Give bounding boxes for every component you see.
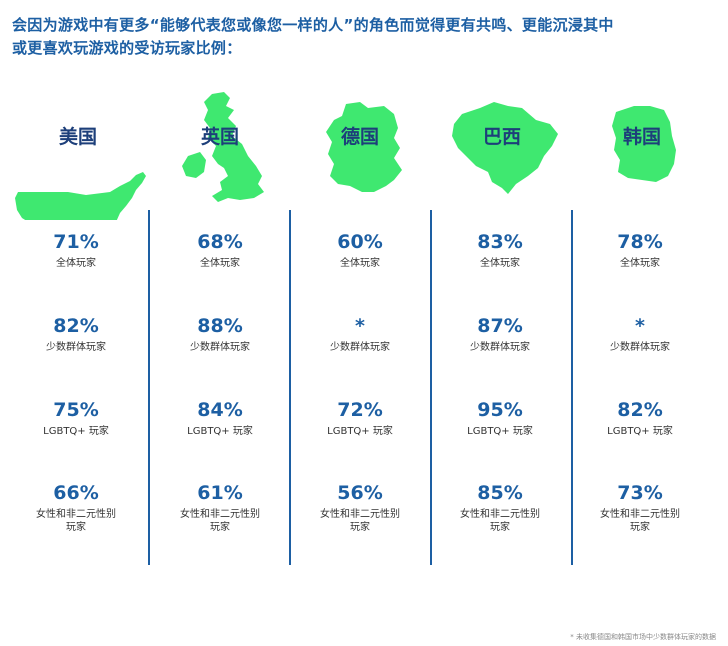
row-label: LGBTQ+ 玩家 (607, 426, 673, 437)
country-label-usa: 美国 (58, 126, 97, 148)
row-label: 少数群体玩家 (46, 342, 106, 353)
data-value: 60% (337, 231, 383, 253)
chart-title: 会因为游戏中有更多“能够代表您或像您一样的人”的角色而觉得更有共鸣、更能沉浸其中… (12, 14, 712, 60)
data-cell: * 少数群体玩家 (570, 314, 710, 354)
row-label: 全体玩家 (620, 258, 660, 269)
brazil-map-icon (452, 102, 558, 194)
data-cell: 87% 少数群体玩家 (430, 314, 570, 354)
row-label: 女性和非二元性别玩家 (460, 509, 540, 533)
row-label: 全体玩家 (480, 258, 520, 269)
data-value: 87% (477, 315, 523, 337)
data-value: 83% (477, 231, 523, 253)
data-value: 85% (477, 482, 523, 504)
row-label: 全体玩家 (200, 258, 240, 269)
data-value: 61% (197, 482, 243, 504)
row-label: 女性和非二元性别玩家 (320, 509, 400, 533)
data-value: 71% (53, 231, 99, 253)
country-label-uk: 英国 (200, 126, 239, 148)
data-value: 88% (197, 315, 243, 337)
data-cell: 84% LGBTQ+ 玩家 (150, 398, 290, 438)
data-value: * (635, 315, 645, 337)
data-cell: 82% LGBTQ+ 玩家 (570, 398, 710, 438)
data-cell: 85% 女性和非二元性别玩家 (430, 481, 570, 534)
row-label: 女性和非二元性别玩家 (600, 509, 680, 533)
column-divider (430, 210, 432, 565)
data-cell: 61% 女性和非二元性别玩家 (150, 481, 290, 534)
country-label-germany: 德国 (340, 126, 379, 148)
usa-map-shape (15, 172, 146, 220)
ireland-map-shape (182, 152, 206, 178)
row-label: 少数群体玩家 (330, 342, 390, 353)
data-value: 82% (617, 399, 663, 421)
country-korea: 韩国 (572, 80, 712, 220)
country-uk: 英国 (150, 80, 290, 220)
row-label: LGBTQ+ 玩家 (187, 426, 253, 437)
footnote: * 未收集德国和韩国市场中少数群体玩家的数据 (570, 633, 716, 641)
row-label: 少数群体玩家 (470, 342, 530, 353)
country-usa: 美国 (8, 80, 148, 220)
data-cell: 83% 全体玩家 (430, 230, 570, 270)
data-value: 72% (337, 399, 383, 421)
row-label: 全体玩家 (340, 258, 380, 269)
data-value: 84% (197, 399, 243, 421)
uk-map-icon (182, 92, 264, 202)
row-label: LGBTQ+ 玩家 (43, 426, 109, 437)
germany-map-icon (326, 102, 402, 192)
data-value: 82% (53, 315, 99, 337)
data-value: 73% (617, 482, 663, 504)
brazil-map-shape (452, 102, 558, 194)
germany-map-shape (326, 102, 402, 192)
data-value: * (355, 315, 365, 337)
country-brazil: 巴西 (432, 80, 572, 220)
data-cell: 82% 少数群体玩家 (6, 314, 146, 354)
country-label-korea: 韩国 (622, 126, 661, 148)
title-line-2: 或更喜欢玩游戏的受访玩家比例： (12, 39, 242, 57)
data-cell: 78% 全体玩家 (570, 230, 710, 270)
column-divider (571, 210, 573, 565)
data-value: 66% (53, 482, 99, 504)
data-cell: 68% 全体玩家 (150, 230, 290, 270)
data-cell: 73% 女性和非二元性别玩家 (570, 481, 710, 534)
row-label: 女性和非二元性别玩家 (36, 509, 116, 533)
data-cell: 71% 全体玩家 (6, 230, 146, 270)
data-cell: * 少数群体玩家 (290, 314, 430, 354)
usa-map-icon (15, 172, 146, 220)
data-value: 78% (617, 231, 663, 253)
row-label: LGBTQ+ 玩家 (467, 426, 533, 437)
korea-map-shape (612, 106, 676, 182)
data-cell: 75% LGBTQ+ 玩家 (6, 398, 146, 438)
column-divider (289, 210, 291, 565)
data-value: 95% (477, 399, 523, 421)
row-label: LGBTQ+ 玩家 (327, 426, 393, 437)
row-label: 少数群体玩家 (610, 342, 670, 353)
data-cell: 95% LGBTQ+ 玩家 (430, 398, 570, 438)
country-label-brazil: 巴西 (482, 126, 521, 148)
data-cell: 88% 少数群体玩家 (150, 314, 290, 354)
row-label: 少数群体玩家 (190, 342, 250, 353)
row-label: 女性和非二元性别玩家 (180, 509, 260, 533)
country-germany: 德国 (290, 80, 430, 220)
uk-map-shape (204, 92, 264, 202)
row-label: 全体玩家 (56, 258, 96, 269)
data-cell: 66% 女性和非二元性别玩家 (6, 481, 146, 534)
data-value: 68% (197, 231, 243, 253)
data-cell: 60% 全体玩家 (290, 230, 430, 270)
data-cell: 56% 女性和非二元性别玩家 (290, 481, 430, 534)
data-value: 56% (337, 482, 383, 504)
title-line-1: 会因为游戏中有更多“能够代表您或像您一样的人”的角色而觉得更有共鸣、更能沉浸其中 (12, 16, 614, 34)
data-cell: 72% LGBTQ+ 玩家 (290, 398, 430, 438)
korea-map-icon (612, 106, 676, 182)
data-value: 75% (53, 399, 99, 421)
column-divider (148, 210, 150, 565)
